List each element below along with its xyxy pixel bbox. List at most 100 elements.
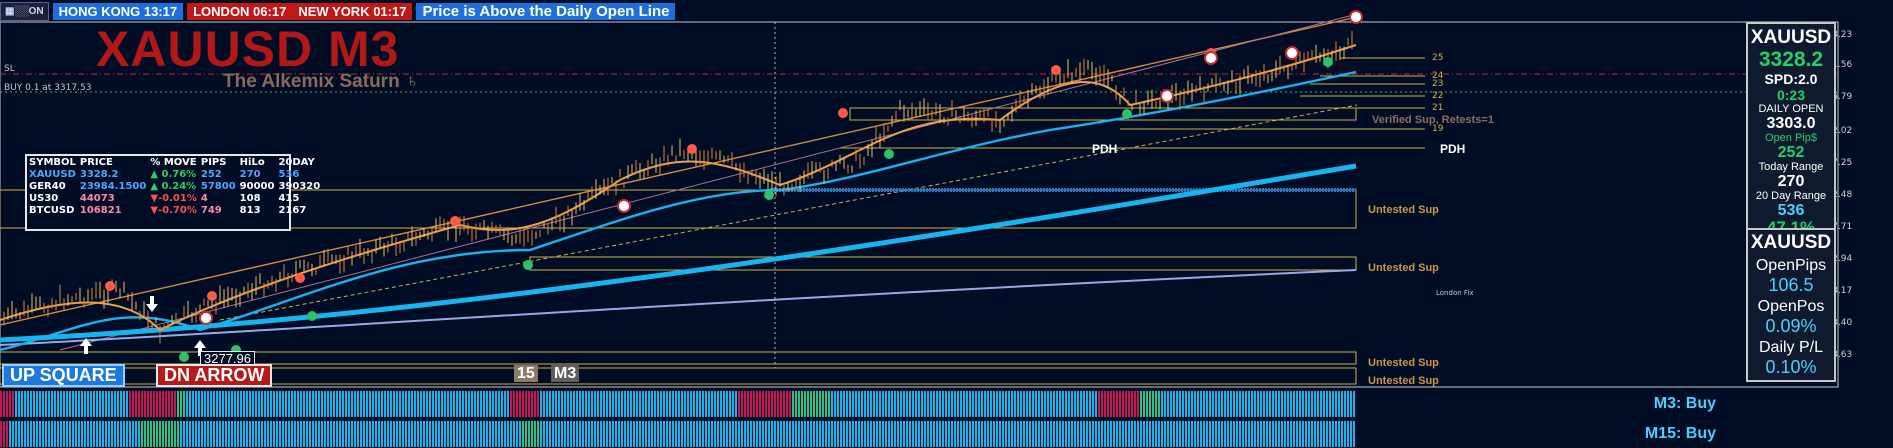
signal-strip-bar bbox=[1161, 421, 1163, 447]
signal-strip-bar bbox=[885, 391, 887, 417]
signal-strip-bar bbox=[204, 421, 206, 447]
signal-strip-bar bbox=[639, 421, 641, 447]
signal-strip-bar bbox=[408, 391, 410, 417]
signal-strip-bar bbox=[759, 421, 761, 447]
signal-strip-bar bbox=[1170, 421, 1172, 447]
signal-strip-bar bbox=[1275, 421, 1277, 447]
signal-strip-bar bbox=[846, 421, 848, 447]
signal-strip-bar bbox=[531, 421, 533, 447]
signal-strip-bar bbox=[1287, 421, 1289, 447]
signal-strip-bar bbox=[1323, 421, 1325, 447]
signal-strip-bar bbox=[12, 391, 14, 417]
signal-strip-bar bbox=[1113, 391, 1115, 417]
signal-strip-bar bbox=[783, 391, 785, 417]
row-symbol[interactable]: US30 bbox=[29, 193, 59, 204]
signal-strip-bar bbox=[567, 421, 569, 447]
signal-strip-bar bbox=[51, 421, 53, 447]
signal-strip-bar bbox=[1023, 391, 1025, 417]
signal-strip-bar bbox=[264, 421, 266, 447]
signal-strip-bar bbox=[825, 421, 827, 447]
signal-strip-bar bbox=[747, 391, 749, 417]
signal-strip-bar bbox=[48, 391, 50, 417]
signal-strip-bar bbox=[1182, 391, 1184, 417]
signal-strip-bar bbox=[588, 391, 590, 417]
signal-strip-bar bbox=[429, 391, 431, 417]
watchlist-row[interactable]: GER40 23984.1500 ▲ 0.24% 57800 90000 390… bbox=[27, 181, 322, 193]
signal-strip-bar bbox=[237, 421, 239, 447]
signal-strip-bar bbox=[1068, 391, 1070, 417]
signal-strip-bar bbox=[132, 421, 134, 447]
signal-strip-bar bbox=[27, 421, 29, 447]
signal-strip-bar bbox=[342, 421, 344, 447]
signal-strip-bar bbox=[456, 391, 458, 417]
sell-dot-marker bbox=[207, 291, 217, 301]
signal-strip-bar bbox=[1050, 421, 1052, 447]
signal-strip-bar bbox=[717, 391, 719, 417]
up-square-button[interactable]: UP SQUARE bbox=[2, 364, 125, 387]
level-24: 24 bbox=[1432, 71, 1444, 81]
signal-strip-bar bbox=[924, 421, 926, 447]
signal-strip-bar bbox=[402, 421, 404, 447]
signal-strip-bar bbox=[315, 421, 317, 447]
signal-strip-bar bbox=[621, 391, 623, 417]
signal-strip-bar bbox=[441, 391, 443, 417]
signal-strip-bar bbox=[612, 421, 614, 447]
signal-strip-bar bbox=[1083, 421, 1085, 447]
signal-strip-bar bbox=[630, 421, 632, 447]
row-symbol[interactable]: XAUUSD bbox=[29, 169, 76, 180]
buy-order-label[interactable]: BUY 0.1 at 3317.53 bbox=[4, 83, 92, 93]
signal-strip-bar bbox=[213, 421, 215, 447]
signal-strip-bar bbox=[639, 391, 641, 417]
dn-arrow-button[interactable]: DN ARROW bbox=[156, 364, 273, 387]
signal-strip-bar bbox=[810, 391, 812, 417]
signal-ring-marker bbox=[199, 311, 213, 325]
signal-strip-bar bbox=[537, 391, 539, 417]
watchlist-row[interactable]: BTCUSD 106821 ▼-0.70% 749 813 2167 bbox=[27, 205, 322, 217]
signal-strip-bar bbox=[978, 391, 980, 417]
signal-strip-bar bbox=[153, 391, 155, 417]
signal-strip-bar bbox=[726, 421, 728, 447]
signal-strip-bar bbox=[1149, 391, 1151, 417]
signal-strip-bar bbox=[1134, 421, 1136, 447]
signal-strip-bar bbox=[633, 391, 635, 417]
signal-strip-bar bbox=[1263, 421, 1265, 447]
m15-signal-strip-label: M15: Buy bbox=[1358, 420, 1836, 448]
signal-strip-bar bbox=[417, 391, 419, 417]
signal-strip-bar bbox=[57, 421, 59, 447]
signal-strip-bar bbox=[1005, 391, 1007, 417]
signal-strip-bar bbox=[3, 391, 5, 417]
sell-dot-marker bbox=[687, 144, 697, 154]
signal-strip-bar bbox=[618, 391, 620, 417]
watchlist-row[interactable]: XAUUSD 3328.2 ▲ 0.76% 252 270 536 bbox=[27, 169, 322, 181]
signal-strip-bar bbox=[939, 391, 941, 417]
col-hilo: HiLo bbox=[239, 157, 265, 168]
signal-strip-bar bbox=[1332, 391, 1334, 417]
signal-strip-bar bbox=[1185, 421, 1187, 447]
signal-strip-bar bbox=[381, 421, 383, 447]
signal-strip-bar bbox=[714, 421, 716, 447]
signal-strip-bar bbox=[1272, 391, 1274, 417]
level-21: 21 bbox=[1432, 103, 1444, 113]
sell-dot-marker bbox=[838, 108, 848, 118]
timeframe-m3-button[interactable]: M3 bbox=[551, 365, 580, 382]
signal-strip-bar bbox=[150, 421, 152, 447]
signal-strip-bar bbox=[1203, 391, 1205, 417]
signal-strip-bar bbox=[216, 421, 218, 447]
row-symbol[interactable]: BTCUSD bbox=[29, 205, 75, 216]
signal-strip-bar bbox=[1233, 391, 1235, 417]
signal-strip-bar bbox=[126, 391, 128, 417]
signal-strip-bar bbox=[1272, 421, 1274, 447]
signal-strip-bar bbox=[303, 391, 305, 417]
open-pips-value: 252 bbox=[1777, 144, 1805, 161]
signal-strip-bar bbox=[135, 421, 137, 447]
row-symbol[interactable]: GER40 bbox=[29, 181, 66, 192]
watchlist-row[interactable]: US30 44073 ▼-0.01% 4 108 415 bbox=[27, 193, 322, 205]
signal-strip-bar bbox=[597, 391, 599, 417]
signal-strip-bar bbox=[789, 391, 791, 417]
signal-strip-bar bbox=[1323, 391, 1325, 417]
timeframe-15-button[interactable]: 15 bbox=[514, 365, 538, 382]
signal-strip-bar bbox=[60, 391, 62, 417]
signal-strip-bar bbox=[138, 391, 140, 417]
signal-strip-bar bbox=[1353, 421, 1355, 447]
